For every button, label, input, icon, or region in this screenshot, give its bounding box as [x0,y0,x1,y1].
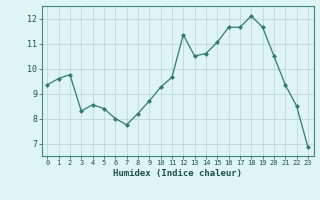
X-axis label: Humidex (Indice chaleur): Humidex (Indice chaleur) [113,169,242,178]
